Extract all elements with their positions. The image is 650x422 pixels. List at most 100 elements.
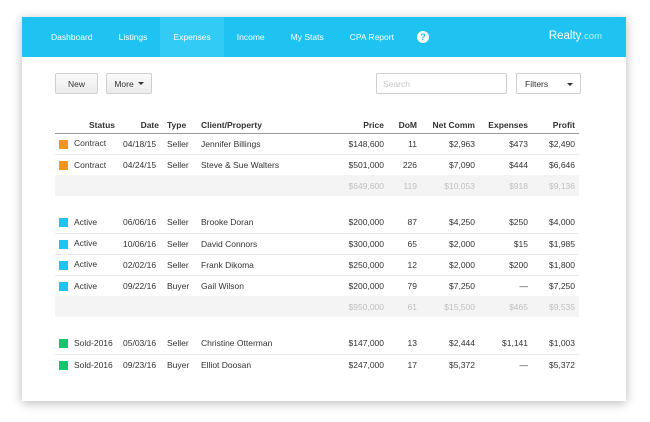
nav-my-stats[interactable]: My Stats bbox=[290, 32, 324, 42]
net-comm-cell: $7,090 bbox=[421, 153, 479, 175]
profit-cell: $4,000 bbox=[549, 217, 575, 228]
date-cell: 06/06/16 bbox=[123, 217, 157, 228]
price-cell: $501,000 bbox=[321, 153, 388, 175]
dom-cell: 65 bbox=[388, 232, 421, 254]
more-button-label: More bbox=[114, 78, 134, 89]
dom-cell: 11 bbox=[408, 138, 417, 149]
header-type[interactable]: Type bbox=[163, 117, 197, 134]
profit-cell: $1,800 bbox=[532, 253, 579, 275]
net-comm-cell: $2,444 bbox=[449, 338, 475, 349]
type-cell: Seller bbox=[163, 253, 197, 275]
expenses-cell: $200 bbox=[479, 253, 532, 275]
status-label: Contract bbox=[74, 159, 107, 170]
profit-cell: $6,646 bbox=[532, 153, 579, 175]
dom-cell: 87 bbox=[407, 217, 417, 228]
header-profit[interactable]: Profit bbox=[532, 117, 579, 134]
subtotal-profit: $9,136 bbox=[532, 175, 579, 196]
status-color-swatch bbox=[59, 260, 68, 270]
price-cell: $247,000 bbox=[321, 353, 388, 375]
net-comm-cell: $5,372 bbox=[421, 353, 479, 375]
status-color-swatch bbox=[59, 218, 68, 228]
logo-main: Realty bbox=[548, 30, 582, 42]
status-cell: Active bbox=[55, 253, 119, 275]
subtotal-row: $950,000 61 $15,500 $465 $9,535 bbox=[55, 296, 579, 317]
price-cell: $148,600 bbox=[348, 138, 384, 149]
table-row[interactable]: Active 10/06/16 Seller David Connors $300,00… bbox=[55, 232, 579, 254]
status-color-swatch bbox=[59, 339, 68, 349]
client-cell: Gail Wilson bbox=[197, 274, 321, 296]
subtotal-price: $950,000 bbox=[321, 296, 388, 317]
search-input[interactable] bbox=[376, 73, 507, 94]
table-row[interactable]: Contract 04/24/15 Seller Steve & Sue Walter… bbox=[55, 153, 579, 175]
profit-cell: $7,250 bbox=[532, 274, 579, 296]
type-cell: Seller bbox=[163, 153, 197, 175]
status-label: Sold-2016 bbox=[74, 338, 113, 349]
toolbar: New More Filters bbox=[55, 73, 581, 95]
subtotal-expenses: $918 bbox=[479, 175, 532, 196]
status-color-swatch bbox=[59, 239, 68, 249]
header-expenses[interactable]: Expenses bbox=[479, 117, 532, 134]
more-button[interactable]: More bbox=[106, 73, 152, 94]
header-net-comm[interactable]: Net Comm bbox=[421, 117, 479, 134]
profit-cell: $5,372 bbox=[532, 353, 579, 375]
type-cell: Buyer bbox=[163, 274, 197, 296]
header-date[interactable]: Date bbox=[119, 117, 163, 134]
status-cell: Sold-2016 bbox=[55, 333, 119, 354]
type-cell: Seller bbox=[167, 138, 189, 149]
nav-cpa-report[interactable]: CPA Report bbox=[349, 32, 394, 42]
nav-dashboard[interactable]: Dashboard bbox=[51, 32, 93, 42]
status-cell: Contract bbox=[55, 133, 119, 154]
table-row[interactable]: Sold-2016 05/03/16 Seller Christine Otterma… bbox=[55, 333, 579, 354]
type-cell: Seller bbox=[167, 338, 189, 349]
client-cell: Brooke Doran bbox=[201, 217, 254, 228]
dom-cell: 226 bbox=[388, 153, 421, 175]
status-cell: Active bbox=[55, 212, 119, 233]
status-label: Contract bbox=[74, 138, 107, 149]
table-row[interactable]: Contract 04/18/15 Seller Jennifer Billings $… bbox=[55, 133, 579, 154]
question-icon[interactable]: ? bbox=[416, 31, 429, 43]
status-color-swatch bbox=[59, 160, 68, 170]
status-label: Sold-2016 bbox=[74, 359, 113, 370]
client-cell: Frank Dikoma bbox=[197, 253, 321, 275]
client-cell: David Connors bbox=[197, 232, 321, 254]
header-dom[interactable]: DoM bbox=[388, 117, 421, 134]
status-label: Active bbox=[74, 217, 98, 228]
date-cell: 10/06/16 bbox=[119, 232, 163, 254]
filters-dropdown[interactable]: Filters bbox=[516, 73, 581, 94]
date-cell: 05/03/16 bbox=[123, 338, 157, 349]
nav-expenses[interactable]: Expenses bbox=[160, 17, 224, 57]
status-cell: Active bbox=[55, 274, 119, 296]
client-cell: Elliot Doosan bbox=[197, 353, 321, 375]
status-label: Active bbox=[74, 238, 98, 249]
subtotal-net-comm: $10,053 bbox=[421, 175, 479, 196]
top-nav: Dashboard Listings Expenses Income My St… bbox=[22, 17, 626, 57]
subtotal-net-comm: $15,500 bbox=[421, 296, 479, 317]
status-color-swatch bbox=[59, 360, 68, 370]
chevron-down-icon bbox=[137, 82, 144, 85]
table-row[interactable]: Sold-2016 09/23/16 Buyer Elliot Doosan $247,… bbox=[55, 353, 579, 375]
dom-cell: 17 bbox=[388, 353, 421, 375]
table-row[interactable]: Active 09/22/16 Buyer Gail Wilson $200,000 79… bbox=[55, 274, 579, 296]
net-comm-cell: $4,250 bbox=[449, 217, 475, 228]
logo-suffix: .com bbox=[581, 31, 602, 42]
header-client-property[interactable]: Client/Property bbox=[197, 117, 321, 134]
nav-listings[interactable]: Listings bbox=[118, 32, 148, 42]
subtotal-price: $649,600 bbox=[321, 175, 388, 196]
client-cell: Christine Otterman bbox=[201, 338, 273, 349]
header-price[interactable]: Price bbox=[321, 117, 388, 134]
table-row[interactable]: Active 02/02/16 Seller Frank Dikoma $250,000… bbox=[55, 253, 579, 275]
header-status[interactable]: Status bbox=[55, 117, 119, 134]
expenses-cell: — bbox=[479, 274, 532, 296]
nav-income[interactable]: Income bbox=[236, 32, 265, 42]
net-comm-cell: $2,000 bbox=[421, 253, 479, 275]
status-color-swatch bbox=[59, 139, 68, 149]
status-color-swatch bbox=[59, 281, 68, 291]
table-row[interactable]: Active 06/06/16 Seller Brooke Doran $200,000… bbox=[55, 212, 579, 233]
new-button[interactable]: New bbox=[55, 73, 98, 94]
expenses-cell: $473 bbox=[509, 138, 528, 149]
app-window: Dashboard Listings Expenses Income My St… bbox=[22, 17, 626, 401]
client-cell: Jennifer Billings bbox=[201, 138, 261, 149]
profit-cell: $1,003 bbox=[549, 338, 575, 349]
filters-label: Filters bbox=[525, 78, 549, 89]
date-cell: 02/02/16 bbox=[119, 253, 163, 275]
